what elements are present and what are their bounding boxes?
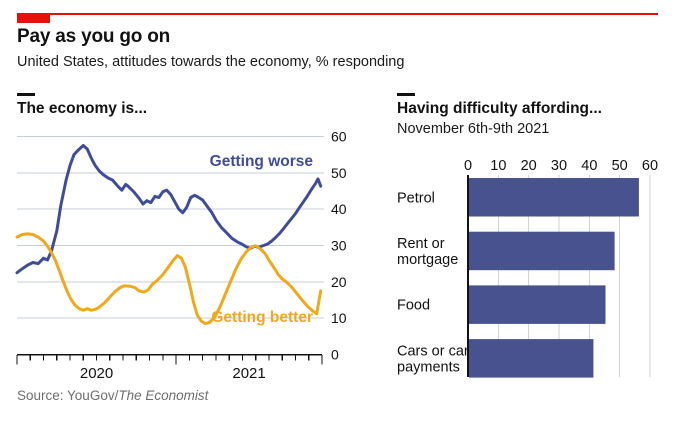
bar-food — [469, 285, 606, 324]
y-axis-label-20: 20 — [331, 274, 347, 290]
y-axis-label-60: 60 — [331, 128, 347, 144]
series-line-getting-worse — [15, 144, 323, 275]
y-axis-label-30: 30 — [331, 237, 347, 253]
bar-label: Food — [397, 298, 430, 314]
series-label-getting-worse: Getting worse — [210, 153, 314, 170]
line-chart-title: The economy is... — [17, 100, 148, 117]
bar-rent-or-mortgage — [469, 231, 615, 271]
top-red-accent-block — [17, 13, 50, 23]
x-axis-label-0: 0 — [464, 158, 472, 174]
bar-label: mortgage — [397, 252, 458, 268]
bar-label: Petrol — [397, 190, 435, 206]
bar-label: Rent or — [397, 236, 445, 252]
x-axis-year-label: 2020 — [80, 365, 113, 382]
series-label-getting-better: Getting better — [211, 309, 313, 326]
y-axis-label-0: 0 — [331, 347, 339, 363]
source-prefix: Source: YouGov/ — [17, 388, 119, 403]
series-line-getting-better — [15, 232, 323, 326]
x-axis-label-50: 50 — [612, 158, 628, 174]
y-axis-label-10: 10 — [331, 310, 347, 326]
top-red-rule — [17, 13, 658, 15]
bar-chart-title: Having difficulty affording... — [397, 100, 602, 117]
y-axis-label-50: 50 — [331, 165, 347, 181]
source-publication: The Economist — [118, 388, 209, 403]
source-note: Source: YouGov/The Economist — [17, 388, 208, 403]
bar-cars-or-car-payments — [469, 339, 594, 378]
page-subtitle: United States, attitudes towards the eco… — [17, 54, 405, 70]
bar-label: Cars or car — [397, 343, 469, 359]
page-title: Pay as you go on — [17, 26, 171, 47]
x-axis-label-20: 20 — [521, 158, 537, 174]
bar-label: payments — [397, 359, 460, 375]
x-axis-label-40: 40 — [581, 158, 597, 174]
x-axis-label-30: 30 — [551, 158, 567, 174]
bar-chart-subtitle: November 6th-9th 2021 — [397, 121, 550, 137]
x-axis-year-label: 2021 — [232, 365, 265, 382]
x-axis-label-60: 60 — [642, 158, 658, 174]
bar-petrol — [469, 178, 639, 217]
x-axis-label-10: 10 — [490, 158, 506, 174]
right-panel-tick — [397, 93, 415, 96]
line-chart: 0 10 20 30 40 50 60 2020 2021 Getting worse Gettin… — [15, 128, 347, 382]
y-axis-label-40: 40 — [331, 201, 347, 217]
left-panel-tick — [17, 93, 35, 96]
